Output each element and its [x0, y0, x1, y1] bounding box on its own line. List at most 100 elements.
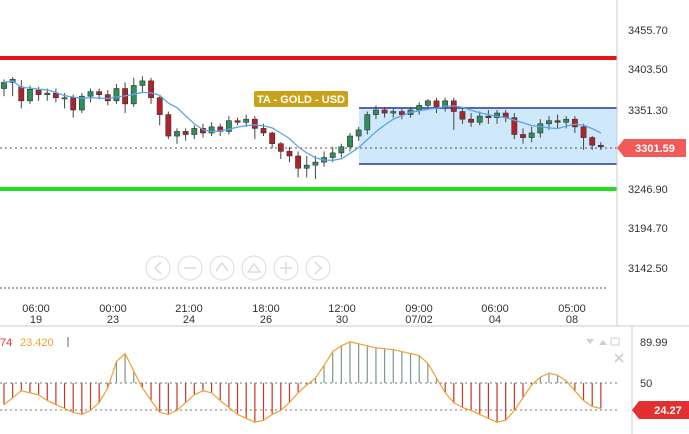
zoom-in-button[interactable] [273, 255, 299, 281]
candle-body [597, 144, 604, 148]
last-price-label: 3301.59 [635, 143, 675, 155]
x-tick-group: 09:00 07/02 [405, 303, 433, 326]
candle-body [312, 161, 319, 166]
chevron-down-icon[interactable] [586, 339, 594, 344]
candle-body [226, 120, 232, 132]
candle-body [554, 120, 561, 123]
x-tick-time: 06:00 [22, 303, 50, 315]
candle-body [148, 80, 154, 99]
candle [312, 155, 319, 179]
candle-body [433, 100, 440, 108]
candle-body [165, 114, 172, 137]
candle-body [286, 151, 293, 157]
reset-button[interactable] [241, 255, 267, 281]
candle-body [182, 131, 189, 135]
x-tick-time: 06:00 [481, 303, 509, 315]
x-tick-group: 21:00 24 [175, 303, 203, 326]
candle [537, 119, 544, 138]
candle-body [78, 95, 85, 111]
x-tick-group: 12:00 30 [328, 303, 356, 326]
back-button[interactable] [145, 255, 171, 281]
time-axis: 06:00 19 00:00 23 21:00 24 18:00 26 12:0… [0, 303, 689, 327]
candle-body [18, 86, 25, 102]
x-tick-time: 21:00 [175, 303, 203, 315]
y-tick-label: 3194.70 [628, 223, 668, 235]
candle-body [476, 115, 483, 123]
candle [511, 113, 518, 140]
candle-body [156, 97, 163, 115]
oscillator-legend-value-2: 23.420 [20, 337, 54, 349]
candle-body [70, 97, 77, 111]
y-tick-label: 3455.70 [628, 25, 668, 37]
candle [251, 116, 258, 140]
x-tick-day: 24 [183, 314, 195, 326]
price-axis: 3455.70 3403.50 3351.30 3246.90 3194.70 … [616, 0, 686, 326]
candle-body [373, 109, 379, 115]
candle-body [303, 164, 310, 169]
x-tick-day: 07/02 [405, 314, 433, 326]
candle [329, 146, 336, 163]
candle-body [537, 123, 544, 134]
candle [468, 113, 474, 127]
candle-body [485, 115, 492, 118]
candle [243, 114, 250, 127]
moving-average-line [3, 80, 602, 161]
close-icon[interactable] [614, 353, 624, 363]
candle-body [364, 114, 371, 131]
candle [78, 93, 85, 114]
candle [347, 132, 353, 152]
oscillator-tick-label: 50 [640, 378, 652, 390]
candle-body [96, 91, 103, 95]
oscillator-value-label: 24.27 [654, 405, 682, 417]
candle-body [589, 137, 596, 146]
x-tick-day: 26 [260, 314, 272, 326]
candle-body [338, 146, 345, 154]
candle [165, 111, 172, 140]
y-tick-label: 3351.30 [628, 105, 668, 117]
candle-body [520, 134, 526, 138]
forward-button[interactable] [305, 255, 331, 281]
x-tick-time: 00:00 [99, 303, 127, 315]
candle-body [87, 91, 94, 97]
candle-body [347, 135, 353, 148]
candle [286, 146, 293, 163]
candle-body [277, 143, 284, 152]
candle [277, 142, 284, 160]
y-tick-label: 3142.50 [628, 263, 668, 275]
x-tick-time: 05:00 [558, 303, 586, 315]
candle [234, 117, 241, 126]
candle [269, 131, 276, 149]
candle [182, 128, 189, 141]
x-tick-group: 05:00 08 [558, 303, 586, 326]
chevron-up-icon[interactable] [599, 340, 607, 345]
candle-body [580, 126, 587, 138]
pan-button[interactable] [209, 255, 235, 281]
candle-body [113, 88, 120, 102]
candle-body [251, 118, 258, 129]
zoom-out-button[interactable] [177, 255, 203, 281]
candle-body [563, 118, 570, 123]
candle [373, 105, 379, 120]
oscillator-panel[interactable]: 74 23.420 89.99 50 24.27 [0, 326, 689, 434]
candle [390, 108, 397, 118]
candle-body [269, 132, 276, 145]
price-panel[interactable]: TA - GOLD - USD [0, 56, 617, 289]
candle [87, 88, 94, 103]
candle [139, 76, 146, 94]
maximize-icon[interactable] [610, 337, 620, 346]
y-tick-label: 3403.50 [628, 64, 668, 76]
candle [528, 126, 535, 143]
x-tick-group: 00:00 23 [99, 303, 127, 326]
oscillator-legend-value-1: 74 [0, 337, 12, 349]
candle-body [208, 126, 215, 134]
last-price-tag [617, 139, 686, 157]
candle [424, 99, 431, 110]
candle-body [381, 109, 388, 114]
candle [459, 108, 466, 124]
candle-body [27, 89, 33, 102]
candle-body [329, 152, 336, 158]
candle-body [139, 80, 146, 86]
candle-body [191, 128, 198, 135]
